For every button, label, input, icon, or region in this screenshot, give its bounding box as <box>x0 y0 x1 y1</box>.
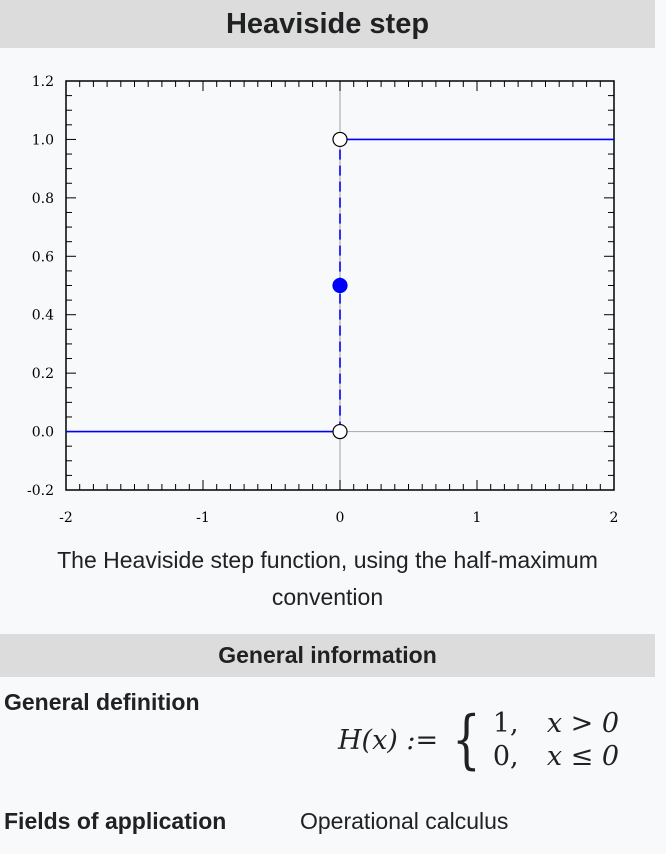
fields-of-application-value: Operational calculus <box>300 808 509 834</box>
y-tick-label: 1.2 <box>32 74 54 90</box>
y-tick-label: 0.2 <box>32 366 54 382</box>
y-tick-label: 0.4 <box>32 308 54 324</box>
formula-case: 0, x ≤ 0 <box>493 741 619 772</box>
section-header: General information <box>0 634 655 677</box>
x-tick-label: -2 <box>59 510 73 526</box>
general-definition-label: General definition <box>4 689 200 715</box>
y-tick-label: 0.6 <box>32 249 54 265</box>
open-point <box>332 423 348 440</box>
case-condition: x > 0 <box>546 708 620 739</box>
y-tick-label: 0.8 <box>32 191 54 207</box>
formula-case: 1, x > 0 <box>493 708 619 739</box>
fields-of-application-label: Fields of application <box>4 808 227 834</box>
x-tick-label: 1 <box>473 510 482 526</box>
infobox-title: Heaviside step <box>0 0 655 48</box>
filled-point <box>332 277 348 294</box>
formula-lhs: H(x) := <box>338 724 439 756</box>
open-point <box>332 131 348 148</box>
y-tick-label: 1.0 <box>32 132 54 148</box>
formula-cases: 1, x > 0 0, x ≤ 0 <box>493 708 619 772</box>
heaviside-chart: -2 -1 0 1 2 -0.2 0.0 0.2 0.4 0.6 0.8 1.0 1.2 <box>27 74 619 526</box>
y-tick-label: -0.2 <box>27 483 54 499</box>
definition-formula: H(x) := { 1, x > 0 0, x ≤ 0 <box>338 700 619 780</box>
y-tick-label: 0.0 <box>32 425 54 441</box>
case-value: 0, <box>492 741 519 772</box>
left-brace: { <box>452 703 481 777</box>
x-tick-label: -1 <box>196 510 210 526</box>
x-tick-label: 0 <box>336 510 345 526</box>
x-tick-label: 2 <box>610 510 619 526</box>
case-condition: x ≤ 0 <box>546 741 620 772</box>
chart-caption: The Heaviside step function, using the h… <box>57 547 598 610</box>
case-value: 1, <box>492 708 519 739</box>
